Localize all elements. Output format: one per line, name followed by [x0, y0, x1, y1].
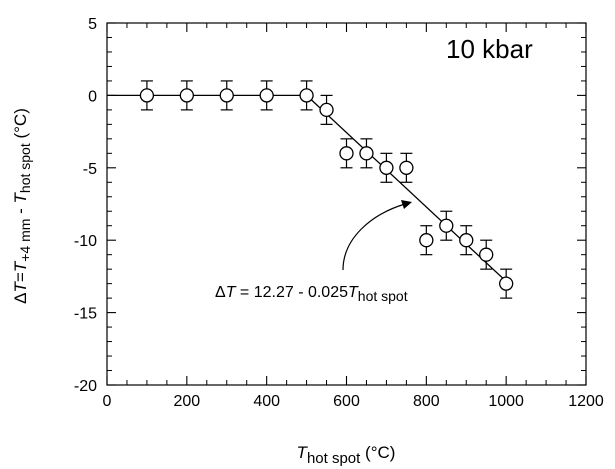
ylabel-minus: -	[11, 203, 30, 218]
plot-frame	[106, 22, 587, 386]
ylabel-unit: (°C)	[11, 108, 30, 143]
x-tick-label: 0	[103, 393, 112, 410]
fit-lines	[107, 94, 511, 286]
x-tick-label: 800	[413, 393, 440, 410]
data-point	[259, 80, 274, 111]
point-marker	[139, 88, 155, 103]
ylabel-delta: Δ	[11, 293, 30, 304]
x-tick-label: 400	[253, 393, 280, 410]
ylabel-t3: T	[11, 191, 30, 203]
x-tick-label: 1000	[488, 393, 524, 410]
data-point	[359, 138, 374, 169]
point-marker	[259, 88, 274, 103]
ticks	[106, 22, 587, 386]
data-point	[219, 80, 234, 111]
point-marker	[339, 146, 354, 161]
annotation-arrow	[342, 203, 406, 271]
x-tick-label: 200	[173, 393, 200, 410]
y-tick-label: -15	[74, 306, 97, 323]
xlabel-sub: hot spot	[307, 450, 361, 467]
data-point	[399, 152, 414, 183]
data-point	[319, 94, 334, 125]
point-marker	[439, 218, 454, 233]
data-point	[439, 210, 454, 241]
fit-line	[306, 94, 511, 286]
eq-delta: Δ	[215, 284, 226, 301]
y-axis-label: ΔT=T+4 mm - Thot spot (°C)	[11, 108, 33, 304]
point-marker	[299, 88, 314, 103]
fit-equation: ΔT = 12.27 - 0.025Thot spot	[215, 284, 408, 304]
eq-rest: = 12.27 - 0.025	[235, 284, 348, 301]
ylabel-eq: =	[11, 272, 30, 282]
arrow-head	[401, 200, 412, 209]
eq-sub: hot spot	[358, 288, 408, 304]
x-tick-label: 600	[333, 393, 360, 410]
point-marker	[399, 160, 414, 175]
ylabel-t1: T	[11, 281, 30, 293]
point-marker	[319, 102, 334, 118]
data-point	[339, 138, 354, 169]
ylabel-t2: T	[11, 260, 30, 272]
ylabel-sub2: hot spot	[17, 143, 33, 193]
y-tick-label: -10	[74, 233, 97, 250]
x-tick-label: 1200	[568, 393, 604, 410]
point-marker	[179, 88, 194, 103]
point-marker	[499, 276, 514, 291]
data-point	[179, 80, 194, 111]
point-marker	[479, 247, 494, 262]
point-marker	[379, 160, 394, 175]
point-marker	[419, 233, 434, 248]
eq-t1: T	[226, 284, 237, 301]
xlabel-t: T	[297, 443, 309, 462]
data-point	[499, 268, 514, 299]
point-marker	[219, 88, 234, 103]
panel-label: 10 kbar	[446, 34, 533, 64]
y-tick-label: 5	[88, 16, 97, 33]
data-point	[459, 225, 474, 256]
y-tick-label: 0	[88, 88, 97, 105]
data-point	[479, 239, 494, 270]
ylabel-sub1: +4 mm	[17, 219, 33, 262]
data-point	[139, 80, 155, 111]
data-point	[299, 80, 314, 111]
point-marker	[359, 146, 374, 161]
y-tick-label: -20	[74, 378, 97, 395]
data-point	[419, 225, 434, 256]
eq-t2: T	[348, 284, 359, 301]
y-tick-label: -5	[83, 161, 97, 178]
xlabel-unit: (°C)	[360, 443, 395, 462]
tick-labels: 0 200 400 600 800 1000 1200 5 0 -5 -10 -15 -20	[74, 16, 604, 410]
data-point	[379, 152, 394, 183]
data-points	[139, 80, 514, 299]
x-axis-label: Thot spot (°C)	[297, 443, 396, 467]
point-marker	[459, 233, 474, 248]
